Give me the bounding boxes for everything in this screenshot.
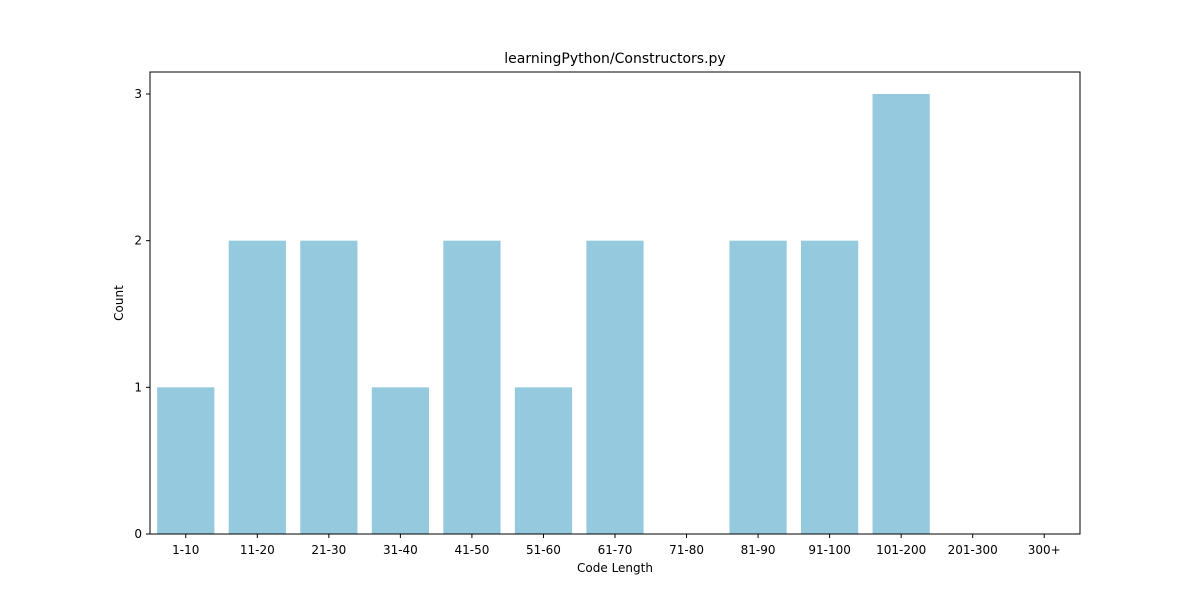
bar-21-30 (300, 240, 358, 535)
y-tick-label: 3 (134, 87, 142, 101)
x-tick-label: 61-70 (598, 543, 633, 557)
x-tick-label: 101-200 (876, 543, 926, 557)
bar-1-10 (157, 387, 215, 534)
bar-31-40 (371, 387, 429, 534)
bar-41-50 (443, 240, 501, 535)
bar-81-90 (729, 240, 787, 535)
bar-11-20 (228, 240, 286, 535)
bar-51-60 (514, 387, 573, 534)
x-tick-label: 51-60 (526, 543, 561, 557)
y-tick-label: 0 (134, 527, 142, 541)
x-tick-label: 201-300 (948, 543, 998, 557)
bar-91-100 (801, 240, 859, 535)
x-tick-label: 91-100 (808, 543, 851, 557)
bars-layer (157, 94, 930, 535)
x-tick-label: 71-80 (669, 543, 704, 557)
x-tick-label: 41-50 (454, 543, 489, 557)
x-tick-label: 81-90 (741, 543, 776, 557)
chart-title: learningPython/Constructors.py (504, 51, 725, 67)
x-axis-label: Code Length (577, 561, 653, 575)
y-axis: 0 1 2 3 (134, 87, 150, 541)
x-tick-label: 31-40 (383, 543, 418, 557)
x-tick-label: 11-20 (240, 543, 275, 557)
y-axis-label: Count (112, 285, 126, 321)
y-tick-label: 2 (134, 234, 142, 248)
bar-61-70 (586, 240, 644, 535)
x-tick-label: 1-10 (172, 543, 199, 557)
x-axis: 1-10 11-20 21-30 31-40 41-50 51-60 61-70 71-80 8… (172, 534, 1061, 557)
x-tick-label: 21-30 (311, 543, 346, 557)
y-tick-label: 1 (134, 380, 142, 394)
x-tick-label: 300+ (1028, 543, 1061, 557)
bar-101-200 (872, 94, 930, 534)
